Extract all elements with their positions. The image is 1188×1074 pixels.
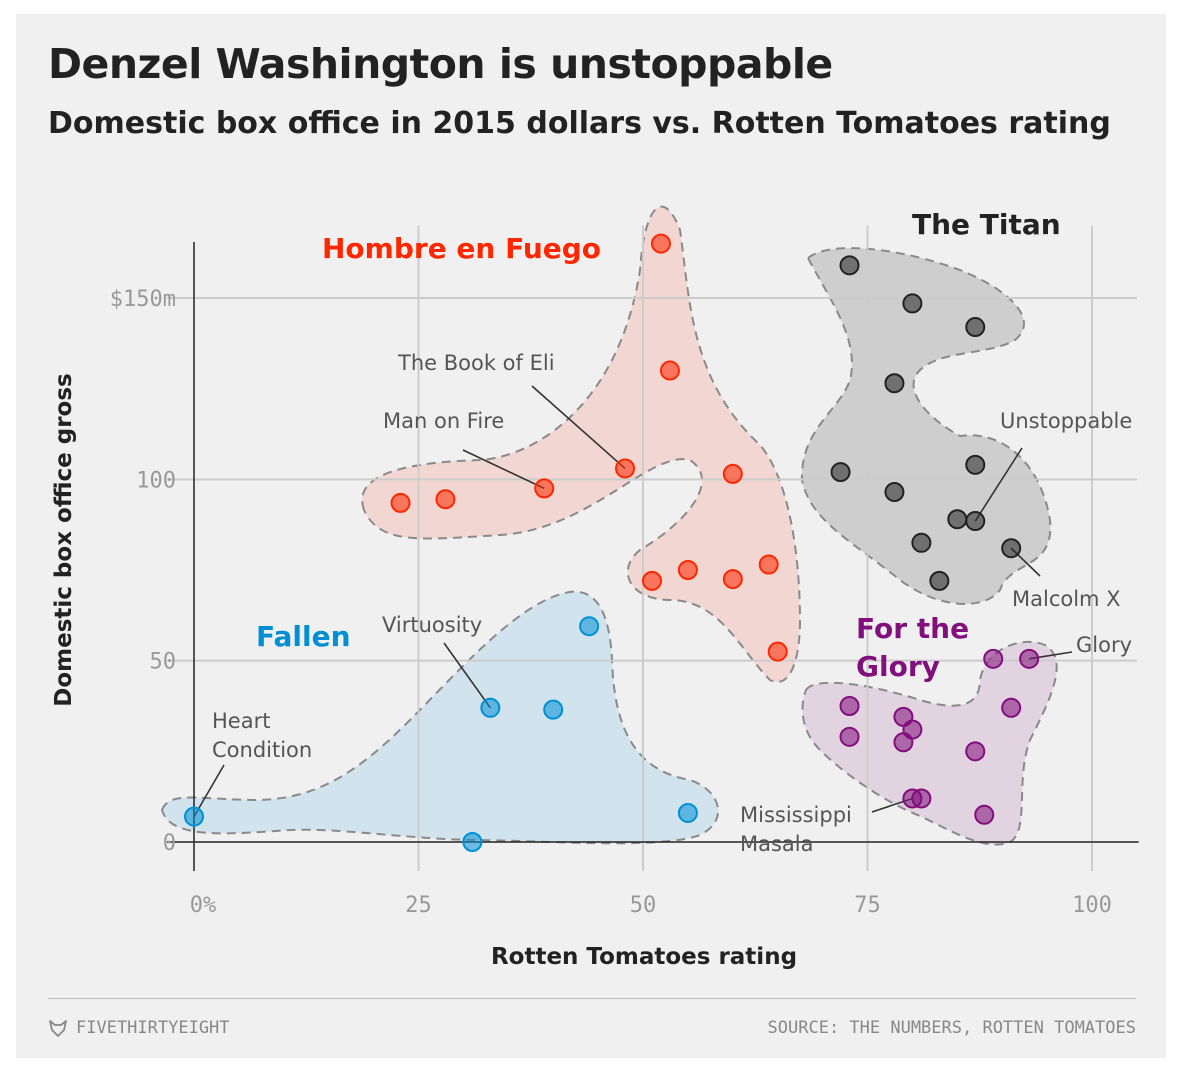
group-label: For the Glory — [856, 612, 969, 683]
brand-name: FIVETHIRTYEIGHT — [76, 1018, 230, 1038]
data-point — [965, 511, 986, 532]
data-point — [974, 804, 995, 825]
annotation-label: Heart Condition — [212, 709, 312, 762]
data-point — [184, 806, 204, 827]
data-point — [659, 360, 680, 381]
annotation-label: Malcolm X — [1012, 587, 1121, 611]
chart-text: 0 50 100 $150m 0% 25 50 75 100 Rotten Tomatoes ra… — [51, 208, 1132, 970]
data-point — [929, 570, 950, 591]
annotation-leaders — [193, 385, 1073, 818]
chart-subtitle: Domestic box office in 2015 dollars vs. … — [48, 106, 1111, 141]
group-label: Hombre en Fuego — [322, 232, 601, 265]
data-points — [184, 233, 1040, 852]
brand-logo: FIVETHIRTYEIGHT — [48, 1018, 230, 1038]
x-tick-label: 0% — [190, 893, 217, 918]
data-point — [435, 489, 456, 510]
data-point — [965, 454, 986, 475]
scatter-plot: 0 50 100 $150m 0% 25 50 75 100 Rotten Tomatoes ra… — [51, 205, 1139, 970]
annotation-label: Glory — [1076, 633, 1132, 657]
data-point — [722, 463, 743, 484]
data-point — [893, 732, 914, 753]
fox-icon — [49, 1020, 67, 1037]
cluster-region — [801, 640, 1058, 846]
x-tick-label: 25 — [405, 893, 432, 918]
data-point — [480, 697, 501, 718]
y-tick-label: 0 — [163, 831, 176, 856]
data-point — [390, 492, 411, 513]
data-point — [839, 255, 860, 276]
data-point — [902, 293, 923, 314]
annotation-label: Mississippi Masala — [740, 803, 852, 856]
data-point — [911, 788, 932, 809]
annotation-label: The Book of Eli — [397, 351, 555, 375]
data-point — [1001, 697, 1022, 718]
data-point — [767, 641, 788, 662]
annotation-leader — [443, 642, 491, 709]
footer-divider — [48, 998, 1136, 999]
y-tick-label: $150m — [110, 287, 176, 312]
y-tick-label: 50 — [150, 650, 177, 675]
data-point — [758, 554, 779, 575]
data-point — [965, 317, 986, 338]
chart-card — [16, 14, 1166, 1058]
data-point — [983, 648, 1004, 669]
annotation-leader — [531, 385, 626, 470]
data-point — [1001, 538, 1022, 559]
data-point — [650, 233, 671, 254]
data-point — [677, 802, 698, 823]
data-point — [965, 741, 986, 762]
data-point — [884, 373, 905, 394]
data-point — [830, 462, 851, 483]
cluster-region — [160, 590, 720, 845]
data-point — [543, 699, 564, 720]
data-point — [947, 509, 968, 530]
annotation-leader — [462, 449, 545, 490]
data-point — [677, 559, 698, 580]
data-point — [884, 482, 905, 503]
grid-lines — [167, 225, 1137, 872]
y-tick-label: 100 — [136, 468, 176, 493]
data-point — [839, 726, 860, 747]
annotation-label: Unstoppable — [1000, 409, 1132, 433]
cluster-region — [800, 247, 1052, 605]
annotation-label: Virtuosity — [382, 613, 482, 637]
data-point — [534, 478, 555, 499]
x-tick-label: 75 — [854, 893, 881, 918]
data-point — [911, 532, 932, 553]
data-point — [579, 616, 600, 637]
x-tick-label: 100 — [1072, 893, 1112, 918]
group-label: Fallen — [256, 620, 351, 653]
x-axis-title: Rotten Tomatoes rating — [491, 944, 797, 970]
data-point — [462, 832, 483, 852]
axes — [167, 242, 1139, 872]
data-point — [615, 458, 636, 479]
group-label: The Titan — [912, 208, 1061, 241]
data-point — [1019, 648, 1040, 669]
x-tick-label: 50 — [630, 893, 657, 918]
annotation-leader — [974, 447, 1023, 522]
source-note: SOURCE: THE NUMBERS, ROTTEN TOMATOES — [767, 1018, 1136, 1038]
data-point — [641, 570, 662, 591]
chart-title: Denzel Washington is unstoppable — [48, 40, 833, 88]
data-point — [722, 569, 743, 590]
y-axis-title: Domestic box office gross — [51, 373, 77, 706]
annotation-label: Man on Fire — [383, 409, 504, 433]
data-point — [839, 695, 860, 716]
